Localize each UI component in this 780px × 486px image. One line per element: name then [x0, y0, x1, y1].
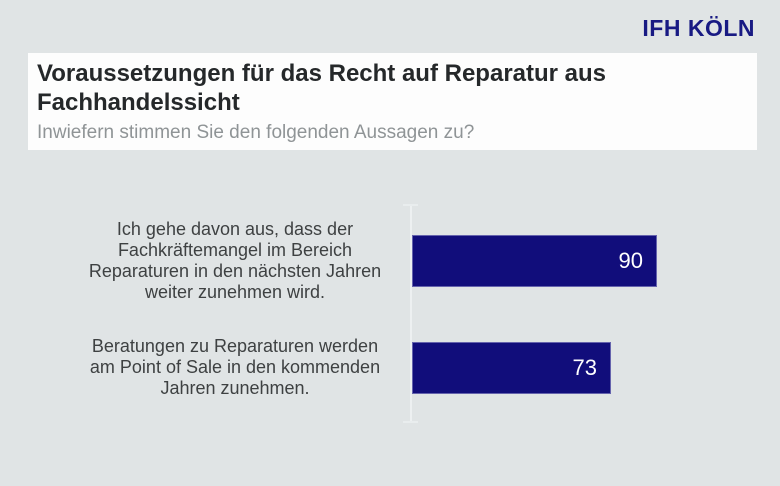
- category-label-2-line3: Jahren zunehmen.: [160, 378, 310, 398]
- chart-axis-line: [410, 205, 412, 423]
- page-title-line1: Voraussetzungen für das Recht auf Repara…: [37, 60, 607, 87]
- chart-axis-cap-bottom: [403, 421, 418, 423]
- category-label-1-line1: Ich gehe davon aus, dass der: [116, 219, 354, 239]
- category-label-2: Beratungen zu Reparaturen werden am Point…: [65, 336, 405, 399]
- category-label-2-line2: am Point of Sale in den kommenden: [89, 357, 381, 377]
- title-band: Voraussetzungen für das Recht auf Repara…: [28, 53, 757, 150]
- chart-axis-cap-top: [403, 204, 418, 206]
- page-title-line2: Fachhandelssicht: [37, 89, 240, 116]
- category-label-2-line1: Beratungen zu Reparaturen werden: [91, 336, 379, 356]
- category-label-1: Ich gehe davon aus, dass der Fachkräftema…: [65, 219, 405, 303]
- category-label-1-line3: Reparaturen in den nächsten Jahren: [88, 261, 382, 281]
- page-title: Voraussetzungen für das Recht auf Repara…: [37, 59, 747, 117]
- category-label-1-line2: Fachkräftemangel im Bereich: [117, 240, 353, 260]
- bar-fachkraeftemangel: 90: [412, 235, 657, 287]
- bar-value-2: 73: [572, 355, 597, 380]
- category-label-1-line4: weiter zunehmen wird.: [144, 282, 326, 302]
- bar-value-1: 90: [618, 248, 643, 273]
- ifh-koeln-logo: IFH KÖLN: [642, 15, 755, 41]
- survey-question-subtitle: Inwiefern stimmen Sie den folgenden Auss…: [37, 122, 475, 143]
- bar-beratungen: 73: [412, 342, 611, 394]
